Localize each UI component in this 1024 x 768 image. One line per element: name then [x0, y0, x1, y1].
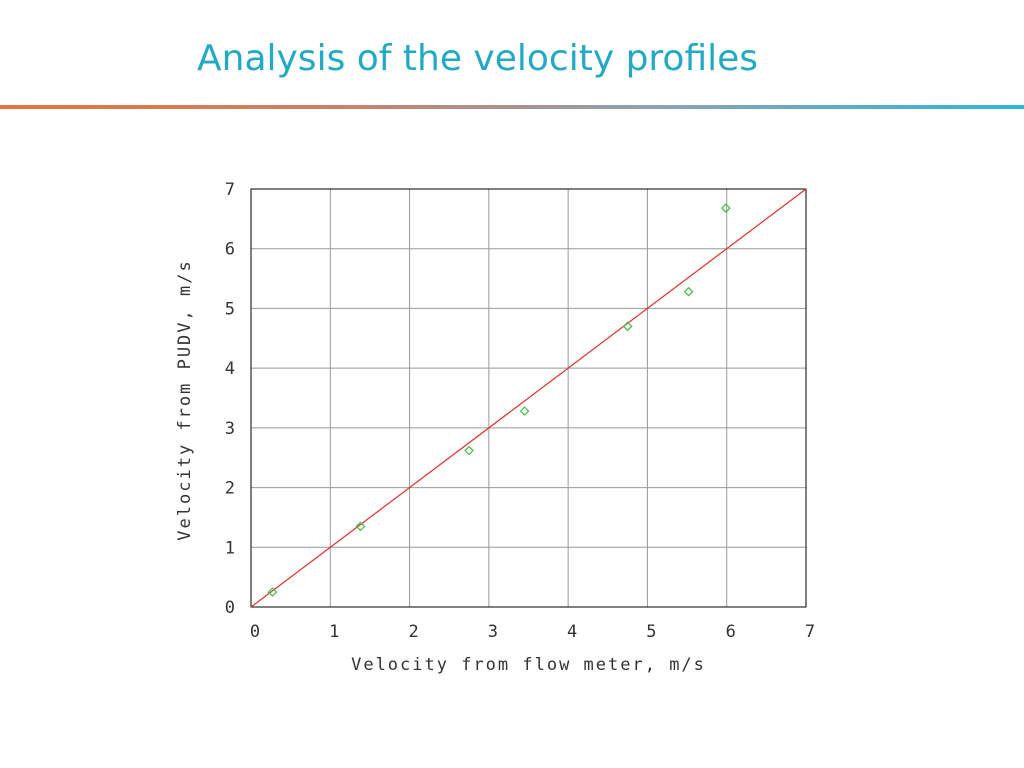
slide-title: Analysis of the velocity profiles: [197, 38, 759, 79]
x-tick-label: 6: [726, 622, 736, 642]
data-points: [267, 203, 731, 597]
data-point: [721, 203, 731, 213]
y-tick-label: 7: [225, 180, 235, 200]
x-tick-label: 7: [805, 622, 815, 642]
data-point: [622, 321, 633, 332]
x-tick-label: 5: [646, 622, 656, 642]
data-point: [355, 521, 366, 532]
fit-line: [250, 188, 807, 608]
y-tick-label: 3: [225, 419, 235, 439]
y-tick-label: 6: [225, 240, 235, 260]
y-tick-label: 5: [225, 299, 235, 319]
y-tick-label: 1: [225, 538, 235, 558]
tick-labels: 0 1 2 3 4 5 6 7 0 1 2 3 4 5 6 7: [225, 180, 815, 642]
x-axis-label: Velocity from flow meter, m/s: [351, 655, 706, 675]
grid-lines: [251, 189, 806, 607]
y-axis-label: Velocity from PUDV, m/s: [175, 259, 195, 540]
y-tick-label: 4: [225, 359, 235, 379]
y-tick-label: 0: [225, 598, 235, 618]
title-divider: [0, 105, 1024, 109]
x-tick-label: 4: [567, 622, 577, 642]
x-tick-label: 1: [329, 622, 339, 642]
fit-line-group: [250, 188, 807, 608]
x-tick-label: 0: [250, 622, 260, 642]
data-point: [519, 406, 530, 416]
data-point: [683, 286, 694, 297]
x-tick-label: 2: [408, 622, 418, 642]
data-point: [267, 587, 278, 597]
data-point: [464, 445, 474, 456]
y-tick-label: 2: [225, 479, 235, 499]
x-tick-label: 3: [488, 622, 498, 642]
plot-frame: [250, 188, 807, 608]
